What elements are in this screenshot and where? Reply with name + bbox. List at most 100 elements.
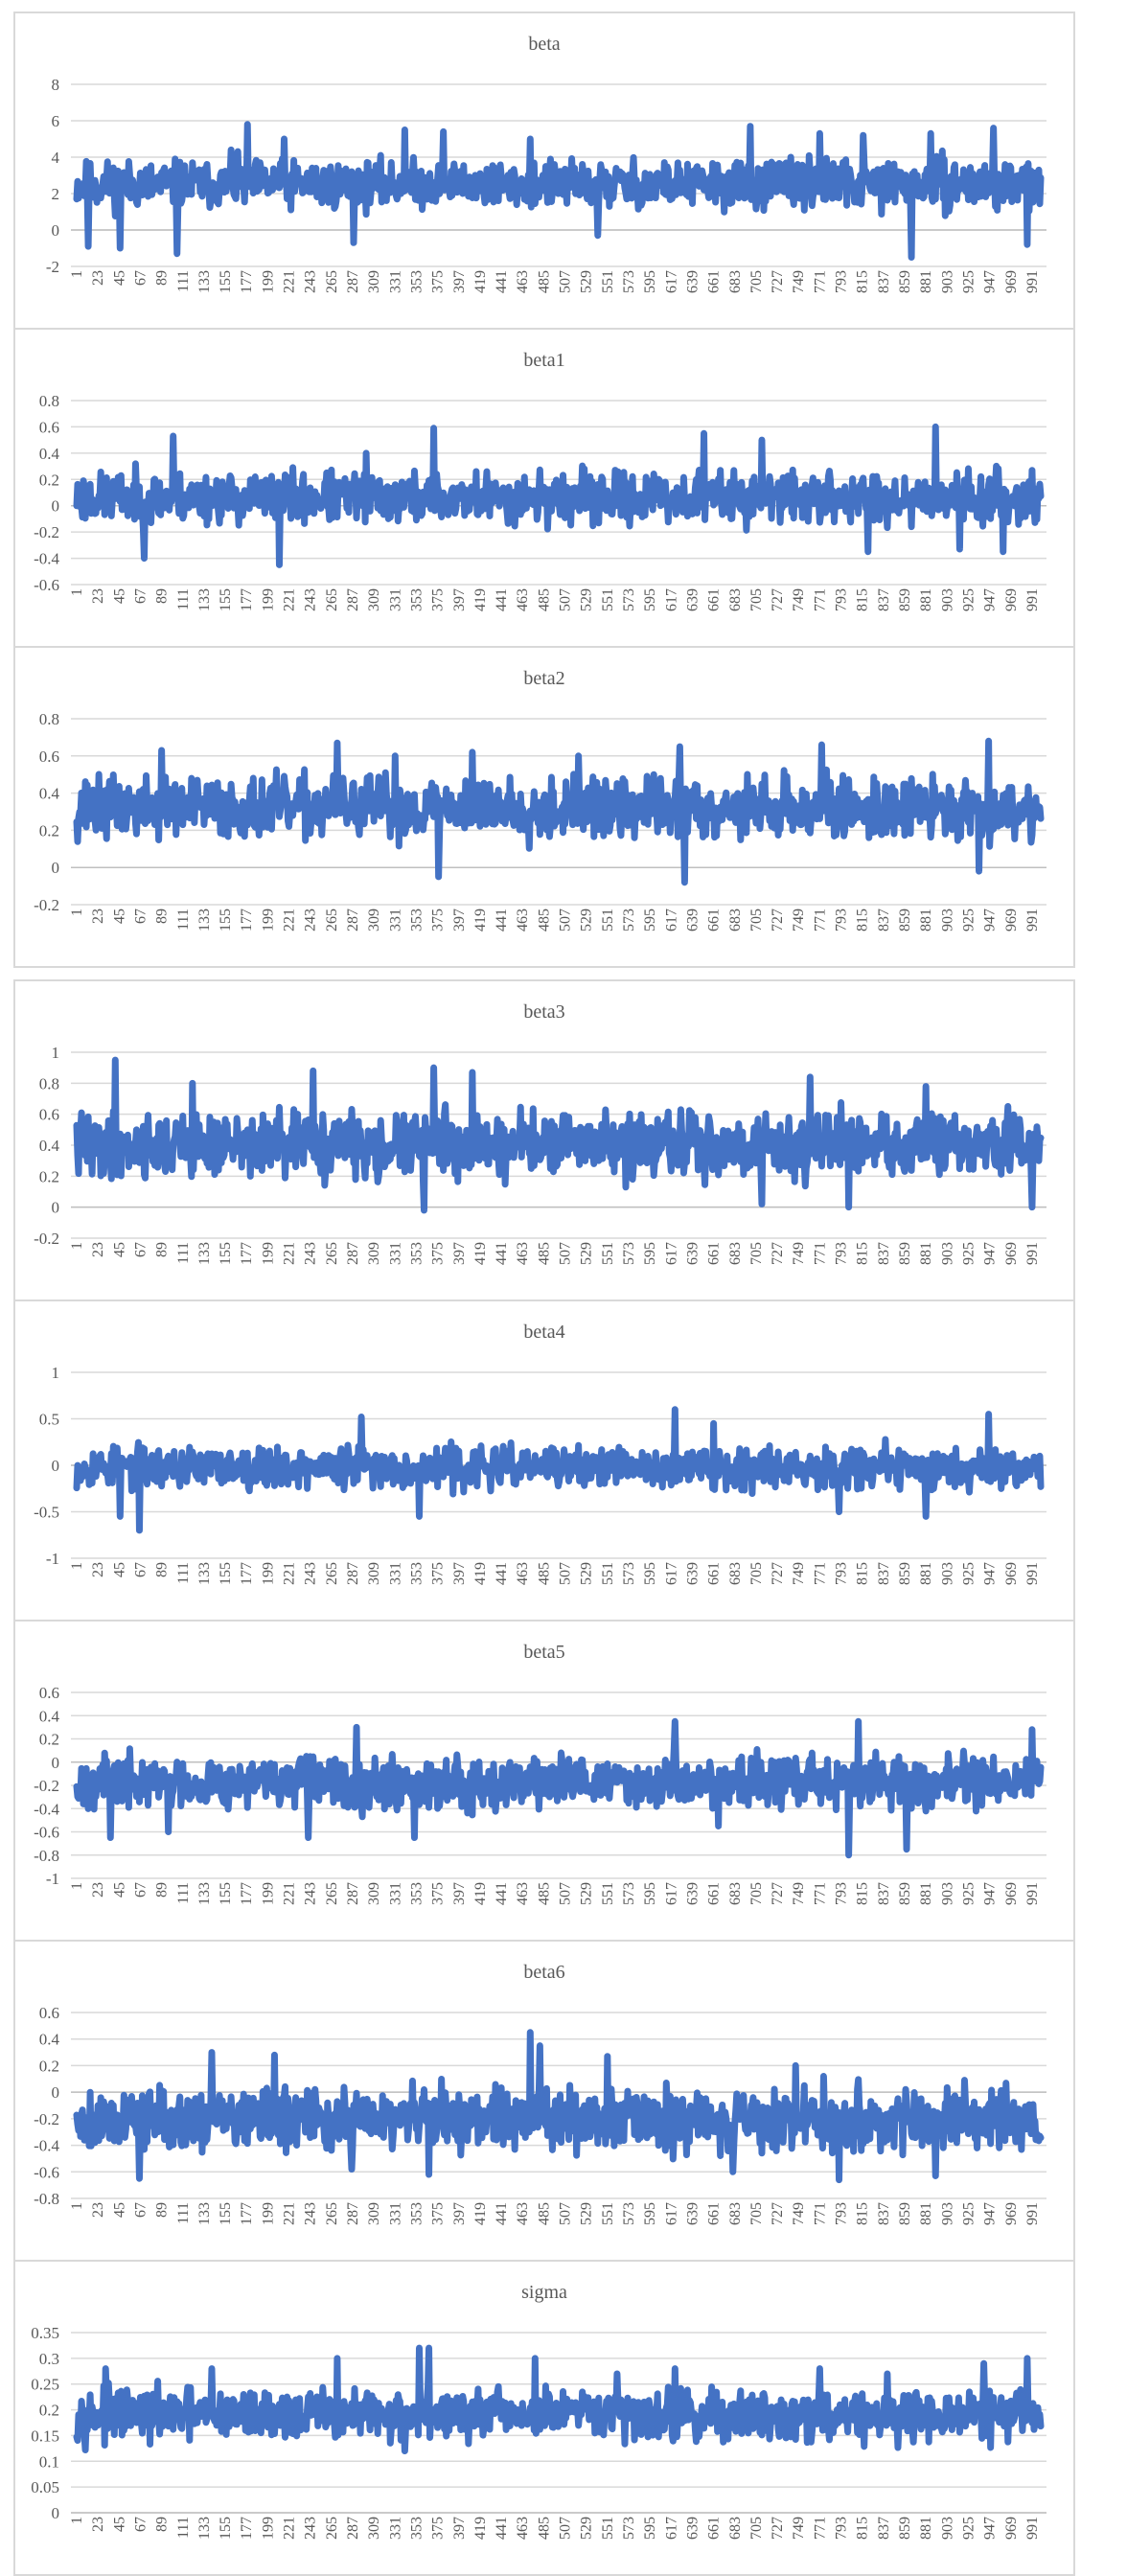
- x-tick-label: 903: [939, 2202, 955, 2225]
- series-line: [73, 2029, 1045, 2184]
- y-tick-label: -1: [46, 1550, 59, 1568]
- x-tick-label: 837: [876, 588, 892, 611]
- chart-svg: sigma 0.35 0.3 0.25 0.2 0.15 0.1 0.05 0 1 23 45 67 89…: [31, 2282, 1046, 2540]
- x-tick-label: 67: [132, 270, 149, 286]
- x-tick-label: 23: [90, 1562, 106, 1577]
- chart-title: beta6: [523, 1962, 564, 1983]
- x-tick-label: 683: [727, 908, 744, 932]
- x-tick-label: 661: [706, 2202, 723, 2225]
- y-tick-label: -0.2: [34, 1230, 59, 1248]
- x-tick-label: 287: [345, 2202, 361, 2225]
- x-tick-label: 881: [918, 2202, 934, 2225]
- x-tick-label: 793: [834, 1242, 850, 1265]
- x-tick-label: 595: [642, 1242, 658, 1265]
- chart-title: beta2: [523, 668, 564, 689]
- x-tick-label: 683: [727, 2202, 744, 2225]
- x-tick-label: 903: [939, 2517, 955, 2540]
- y-tick-label: 0: [52, 859, 60, 877]
- y-tick-label: 6: [52, 112, 60, 130]
- y-tick-label: 8: [52, 76, 60, 94]
- x-tick-label: 243: [303, 1882, 319, 1905]
- x-tick-label: 485: [536, 1242, 552, 1265]
- y-tick-label: 1: [52, 1364, 60, 1382]
- x-tick-label: 89: [154, 2202, 171, 2218]
- x-tick-label: 705: [748, 2202, 765, 2225]
- x-tick-label: 771: [812, 1242, 828, 1265]
- x-tick-label: 265: [324, 1562, 340, 1585]
- x-tick-label: 441: [494, 1562, 510, 1585]
- x-tick-label: 243: [303, 270, 319, 293]
- x-tick-label: 23: [90, 588, 106, 604]
- y-tick-label: -0.4: [34, 550, 59, 568]
- x-tick-label: 903: [939, 1882, 955, 1905]
- x-tick-label: 375: [430, 1882, 447, 1905]
- x-tick-label: 529: [579, 908, 595, 932]
- x-tick-label: 837: [876, 2517, 892, 2540]
- x-tick-label: 749: [791, 2202, 807, 2225]
- x-tick-label: 507: [558, 2202, 574, 2225]
- x-tick-label: 1: [69, 1242, 85, 1250]
- x-tick-label: 199: [260, 1242, 276, 1265]
- x-tick-label: 309: [366, 270, 382, 293]
- x-tick-label: 89: [154, 1242, 171, 1257]
- x-tick-label: 221: [282, 2202, 298, 2225]
- x-tick-label: 45: [111, 2517, 127, 2532]
- x-tick-label: 287: [345, 1562, 361, 1585]
- x-tick-label: 947: [982, 270, 999, 293]
- x-tick-label: 221: [282, 270, 298, 293]
- x-tick-label: 155: [218, 1242, 234, 1265]
- chart-panel-beta2: beta2 0.8 0.6 0.4 0.2 0 -0.2 1 23 45 67 89 111 133 155…: [13, 646, 1075, 968]
- x-tick-label: 199: [260, 908, 276, 932]
- x-tick-label: 353: [408, 270, 425, 293]
- x-tick-label: 419: [472, 1882, 489, 1905]
- x-tick-label: 177: [239, 1242, 255, 1265]
- x-tick-label: 243: [303, 1242, 319, 1265]
- x-tick-label: 837: [876, 2202, 892, 2225]
- chart-svg: beta6 0.6 0.4 0.2 0 -0.2 -0.4 -0.6 -0.8 1 23 45 67 89…: [34, 1962, 1046, 2225]
- x-tick-label: 661: [706, 270, 723, 293]
- x-tick-label: 683: [727, 588, 744, 611]
- x-tick-label: 881: [918, 588, 934, 611]
- x-tick-label: 45: [111, 1242, 127, 1257]
- x-tick-label: 771: [812, 908, 828, 932]
- x-tick-label: 727: [770, 1562, 786, 1585]
- chart-panel-beta3: beta3 1 0.8 0.6 0.4 0.2 0 -0.2 1 23 45 67 89 111 133 15…: [13, 979, 1075, 1301]
- x-tick-label: 529: [579, 270, 595, 293]
- y-tick-label: 0.8: [39, 710, 59, 728]
- x-tick-label: 573: [621, 1882, 637, 1905]
- x-tick-label: 309: [366, 1562, 382, 1585]
- x-tick-label: 111: [175, 2202, 192, 2224]
- x-tick-label: 507: [558, 270, 574, 293]
- x-tick-label: 485: [536, 2202, 552, 2225]
- x-tick-label: 331: [387, 1242, 403, 1265]
- x-tick-label: 23: [90, 1882, 106, 1898]
- x-tick-label: 639: [684, 2517, 701, 2540]
- x-tick-label: 309: [366, 2517, 382, 2540]
- x-tick-label: 573: [621, 908, 637, 932]
- x-tick-label: 111: [175, 588, 192, 610]
- x-tick-label: 881: [918, 1882, 934, 1905]
- x-tick-label: 111: [175, 1562, 192, 1584]
- x-tick-label: 111: [175, 1882, 192, 1904]
- x-tick-label: 705: [748, 2517, 765, 2540]
- x-tick-label: 463: [515, 588, 531, 611]
- x-tick-label: 683: [727, 1242, 744, 1265]
- x-tick-label: 133: [196, 2517, 213, 2540]
- x-tick-label: 815: [855, 270, 871, 293]
- y-tick-label: 0.5: [39, 1411, 59, 1429]
- x-tick-label: 507: [558, 588, 574, 611]
- x-tick-label: 265: [324, 2202, 340, 2225]
- y-tick-label: -0.6: [34, 2163, 59, 2181]
- x-tick-label: 661: [706, 1882, 723, 1905]
- x-tick-label: 617: [663, 588, 679, 611]
- x-tick-label: 903: [939, 908, 955, 932]
- x-tick-label: 485: [536, 1562, 552, 1585]
- x-tick-label: 397: [451, 588, 468, 611]
- x-tick-label: 727: [770, 1242, 786, 1265]
- x-tick-label: 617: [663, 908, 679, 932]
- x-tick-label: 903: [939, 270, 955, 293]
- x-tick-label: 793: [834, 2517, 850, 2540]
- x-tick-label: 925: [960, 588, 977, 611]
- x-tick-label: 177: [239, 2517, 255, 2540]
- x-tick-label: 133: [196, 1562, 213, 1585]
